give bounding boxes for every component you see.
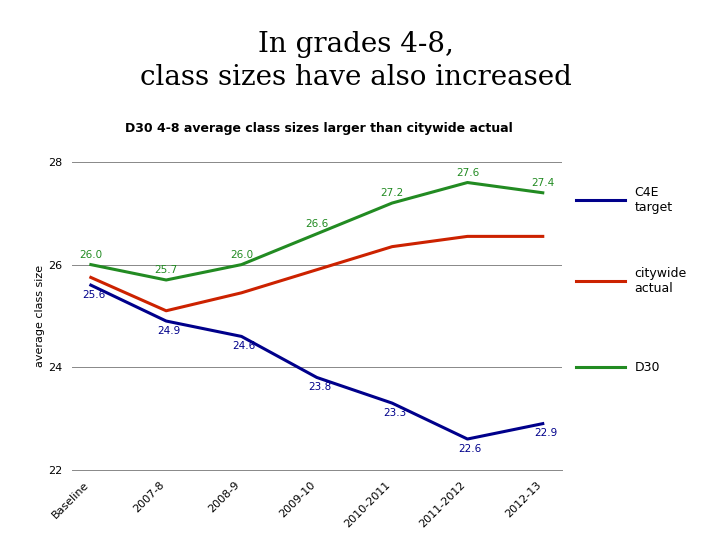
Text: 25.7: 25.7 (155, 265, 178, 275)
Text: citywide
actual: citywide actual (634, 267, 687, 295)
Text: 25.6: 25.6 (82, 289, 105, 300)
Text: 27.2: 27.2 (380, 188, 404, 198)
Text: 26.0: 26.0 (79, 249, 102, 260)
Text: C4E
target: C4E target (634, 186, 672, 214)
Text: 26.0: 26.0 (230, 249, 253, 260)
Text: 22.6: 22.6 (459, 443, 482, 454)
Text: 27.6: 27.6 (456, 167, 479, 178)
Text: 22.9: 22.9 (534, 428, 557, 438)
Text: D30 4-8 average class sizes larger than citywide actual: D30 4-8 average class sizes larger than … (125, 122, 512, 135)
Text: 24.9: 24.9 (157, 326, 181, 335)
Y-axis label: average class size: average class size (35, 265, 45, 367)
Text: In grades 4-8,
class sizes have also increased: In grades 4-8, class sizes have also inc… (140, 31, 572, 91)
Text: 24.6: 24.6 (233, 341, 256, 351)
Text: 27.4: 27.4 (531, 178, 554, 188)
Text: 26.6: 26.6 (305, 219, 328, 229)
Text: D30: D30 (634, 361, 660, 374)
Text: 23.8: 23.8 (308, 382, 331, 392)
Text: 23.3: 23.3 (383, 408, 407, 417)
